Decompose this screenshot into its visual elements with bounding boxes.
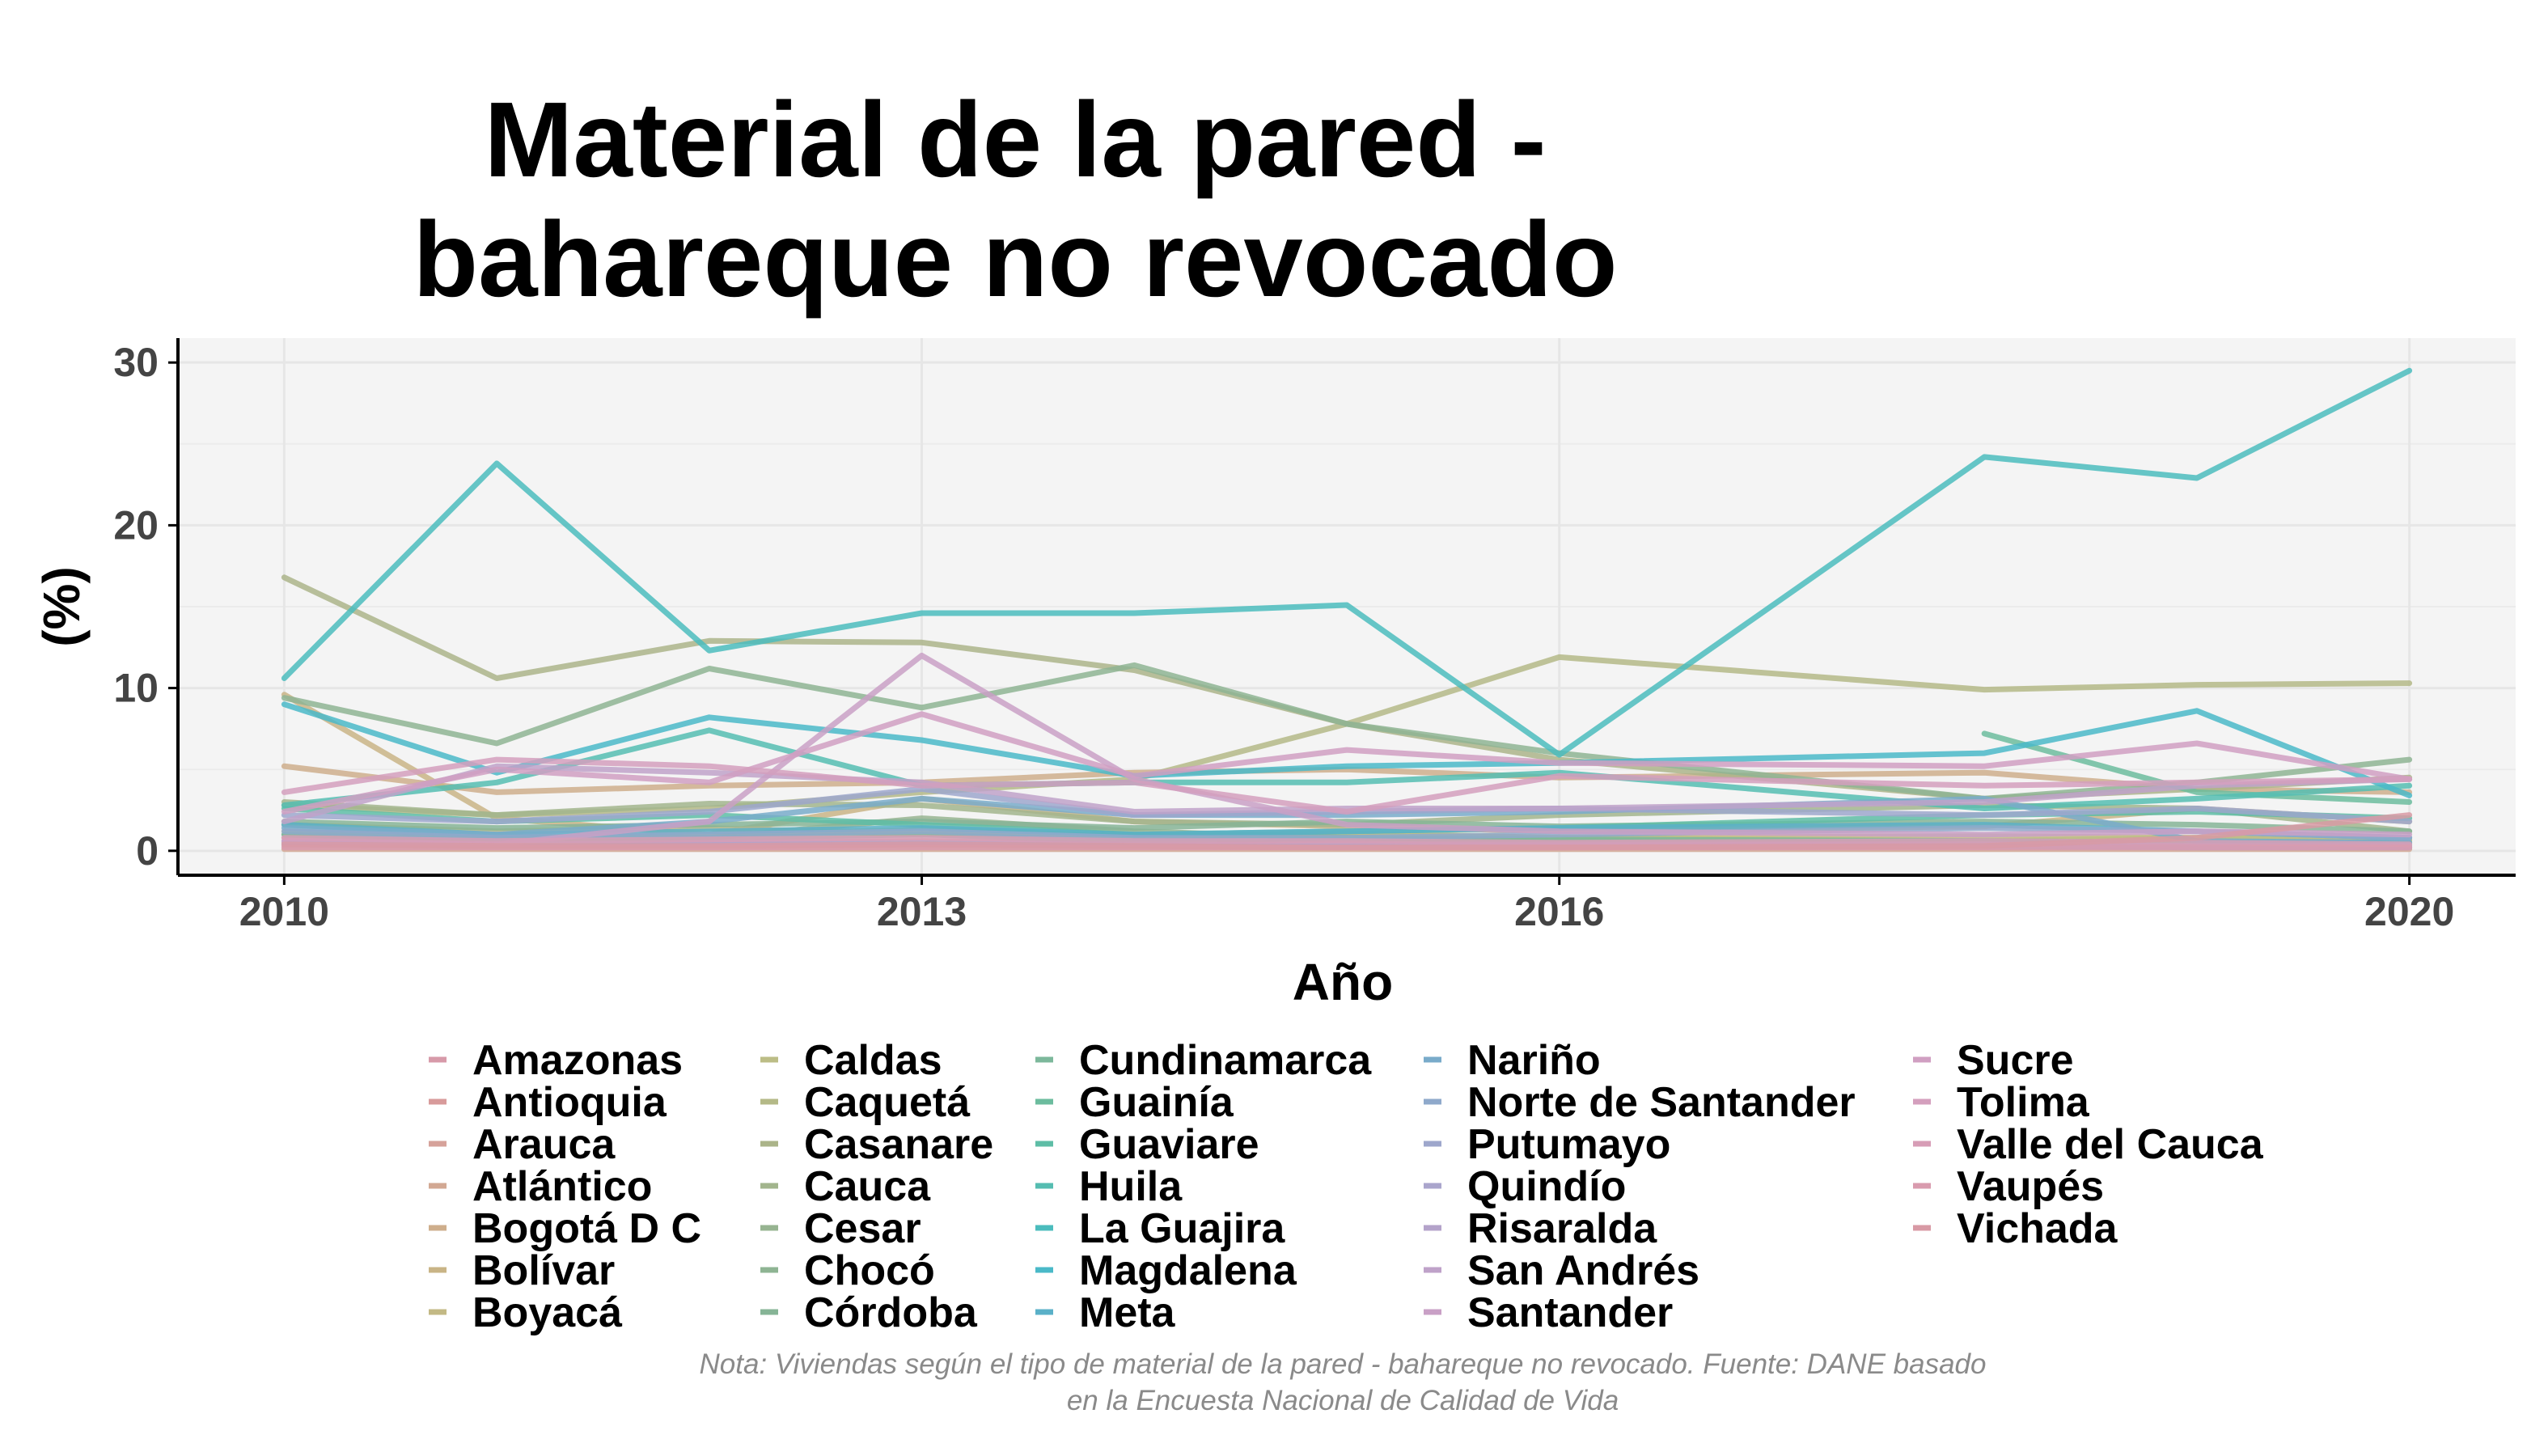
legend-label: Guainía xyxy=(1079,1079,1234,1126)
legend-item: Quindío xyxy=(1424,1163,1626,1210)
legend-label: La Guajira xyxy=(1079,1205,1285,1252)
series-line xyxy=(1981,730,2413,805)
legend-label: Huila xyxy=(1079,1163,1183,1210)
x-tick-label: 2020 xyxy=(2364,889,2454,934)
legend-label: Caldas xyxy=(804,1037,942,1084)
series-lines xyxy=(281,367,2413,853)
legend-label: Vaupés xyxy=(1957,1163,2104,1210)
legend-item: Atlántico xyxy=(429,1163,652,1210)
legend-label: Arauca xyxy=(472,1121,616,1168)
y-tick-label: 0 xyxy=(136,828,159,874)
x-tick-label: 2016 xyxy=(1514,889,1604,934)
legend-item: Cundinamarca xyxy=(1035,1037,1372,1084)
legend-item: Cesar xyxy=(760,1205,921,1252)
legend-label: Atlántico xyxy=(472,1163,652,1210)
legend-item: Chocó xyxy=(760,1247,935,1294)
legend-item: Valle del Cauca xyxy=(1913,1121,2264,1168)
series-line xyxy=(281,756,2413,815)
legend-label: Putumayo xyxy=(1467,1121,1670,1168)
legend-label: Antioquia xyxy=(472,1079,667,1126)
caption-line-2: en la Encuesta Nacional de Calidad de Vi… xyxy=(1067,1385,1619,1416)
y-tick-label: 30 xyxy=(113,340,159,385)
legend-label: Cundinamarca xyxy=(1079,1037,1372,1084)
legend-item: Risaralda xyxy=(1424,1205,1657,1252)
series-line xyxy=(281,763,2413,825)
legend-label: Córdoba xyxy=(804,1289,978,1336)
legend-label: Cesar xyxy=(804,1205,921,1252)
legend-item: Antioquia xyxy=(429,1079,667,1126)
legend-item: Guaviare xyxy=(1035,1121,1259,1168)
legend-label: Casanare xyxy=(804,1121,993,1168)
legend-label: San Andrés xyxy=(1467,1247,1699,1294)
legend-item: Sucre xyxy=(1913,1037,2074,1084)
legend-item: Tolima xyxy=(1913,1079,2090,1126)
series-line xyxy=(281,652,2413,848)
legend-item: Vaupés xyxy=(1913,1163,2104,1210)
legend-label: Norte de Santander xyxy=(1467,1079,1856,1126)
legend-label: Valle del Cauca xyxy=(1957,1121,2264,1168)
legend-item: Amazonas xyxy=(429,1037,683,1084)
legend-label: Magdalena xyxy=(1079,1247,1297,1294)
legend-label: Bolívar xyxy=(472,1247,615,1294)
chart-title-line-2: bahareque no revocado xyxy=(413,200,1617,319)
legend-item: Córdoba xyxy=(760,1289,978,1336)
legend-item: La Guajira xyxy=(1035,1205,1285,1252)
legend-label: Meta xyxy=(1079,1289,1176,1336)
legend-item: Arauca xyxy=(429,1121,616,1168)
chart-title: Material de la pared - bahareque no revo… xyxy=(413,80,1617,319)
legend-label: Boyacá xyxy=(472,1289,623,1336)
series-line xyxy=(281,727,2413,811)
y-tick-label: 10 xyxy=(113,666,159,711)
legend-item: Casanare xyxy=(760,1121,993,1168)
series-line xyxy=(281,367,2413,758)
legend-item: Meta xyxy=(1035,1289,1176,1336)
legend-item: Vichada xyxy=(1913,1205,2118,1252)
legend-item: Putumayo xyxy=(1424,1121,1670,1168)
series-line xyxy=(281,785,2413,825)
legend-item: Guainía xyxy=(1035,1079,1234,1126)
legend-item: Nariño xyxy=(1424,1037,1601,1084)
legend-item: Caldas xyxy=(760,1037,942,1084)
caption: Nota: Viviendas según el tipo de materia… xyxy=(700,1348,1987,1416)
series-line xyxy=(281,662,2413,802)
legend-item: Magdalena xyxy=(1035,1247,1297,1294)
legend-item: Cauca xyxy=(760,1163,931,1210)
legend-label: Sucre xyxy=(1957,1037,2074,1084)
series-line xyxy=(281,701,2413,798)
legend-label: Vichada xyxy=(1957,1205,2118,1252)
legend-label: Tolima xyxy=(1957,1079,2090,1126)
legend-label: Cauca xyxy=(804,1163,931,1210)
legend-label: Santander xyxy=(1467,1289,1673,1336)
legend-item: Santander xyxy=(1424,1289,1673,1336)
x-tick-label: 2013 xyxy=(877,889,967,934)
legend-item: Bolívar xyxy=(429,1247,615,1294)
legend-label: Caquetá xyxy=(804,1079,971,1126)
legend-label: Guaviare xyxy=(1079,1121,1259,1168)
legend-item: Boyacá xyxy=(429,1289,623,1336)
series-line xyxy=(281,825,2413,841)
y-axis-title: (%) xyxy=(32,566,91,647)
legend-label: Bogotá D C xyxy=(472,1205,701,1252)
series-line xyxy=(281,812,2413,851)
legend-item: San Andrés xyxy=(1424,1247,1699,1294)
legend-item: Caquetá xyxy=(760,1079,971,1126)
chart-title-line-1: Material de la pared - xyxy=(484,80,1546,199)
y-axis-ticks: 0 10 20 30 xyxy=(113,340,178,874)
legend-item: Bogotá D C xyxy=(429,1205,701,1252)
series-line xyxy=(281,711,2413,815)
legend-item: Huila xyxy=(1035,1163,1183,1210)
legend-item: Norte de Santander xyxy=(1424,1079,1856,1126)
y-tick-label: 20 xyxy=(113,502,159,548)
x-axis-title: Año xyxy=(1293,953,1393,1011)
x-axis-ticks: 2010 2013 2016 2020 xyxy=(239,875,2454,934)
legend-label: Risaralda xyxy=(1467,1205,1657,1252)
caption-line-1: Nota: Viviendas según el tipo de materia… xyxy=(700,1348,1987,1380)
legend-label: Amazonas xyxy=(472,1037,683,1084)
legend-label: Nariño xyxy=(1467,1037,1601,1084)
x-tick-label: 2010 xyxy=(239,889,329,934)
legend-label: Quindío xyxy=(1467,1163,1626,1210)
legend-label: Chocó xyxy=(804,1247,935,1294)
